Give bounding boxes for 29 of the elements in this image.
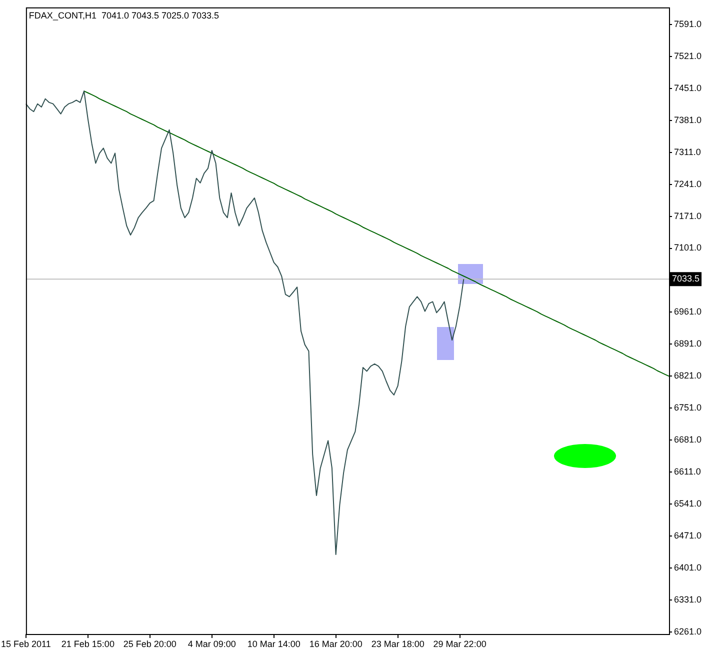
x-tick-label: 16 Mar 20:00	[309, 638, 362, 648]
y-tick-label: 7101.0	[674, 242, 702, 253]
y-tick-label: 7521.0	[674, 50, 702, 61]
x-tick-label: 25 Feb 20:00	[123, 638, 176, 648]
ref-line-label: 7033.5	[672, 274, 700, 284]
y-tick-label: 7451.0	[674, 82, 702, 93]
x-tick-label: 15 Feb 2011	[1, 638, 51, 648]
y-tick-label: 7381.0	[674, 114, 702, 125]
y-tick-label: 6751.0	[674, 402, 702, 413]
y-tick-label: 6891.0	[674, 338, 702, 349]
x-tick-label: 4 Mar 09:00	[188, 638, 236, 648]
y-tick-label: 6331.0	[674, 594, 702, 605]
x-tick-label: 10 Mar 14:00	[247, 638, 300, 648]
y-tick-label: 6471.0	[674, 530, 702, 541]
y-tick-label: 6541.0	[674, 498, 702, 509]
y-tick-label: 7591.0	[674, 18, 702, 29]
y-tick-label: 6961.0	[674, 306, 702, 317]
y-tick-label: 7171.0	[674, 210, 702, 221]
x-tick-label: 23 Mar 18:00	[371, 638, 424, 648]
x-tick-label: 21 Feb 15:00	[61, 638, 114, 648]
y-tick-label: 6401.0	[674, 562, 702, 573]
y-tick-label: 7311.0	[674, 146, 701, 157]
y-tick-label: 6821.0	[674, 370, 702, 381]
x-tick-label: 29 Mar 22:00	[433, 638, 486, 648]
y-tick-label: 7241.0	[674, 178, 702, 189]
y-tick-label: 6681.0	[674, 434, 702, 445]
y-tick-label: 6611.0	[674, 466, 701, 477]
chart-title: FDAX_CONT,H1 7041.0 7043.5 7025.0 7033.5	[28, 10, 220, 20]
y-tick-label: 6261.0	[674, 626, 702, 637]
